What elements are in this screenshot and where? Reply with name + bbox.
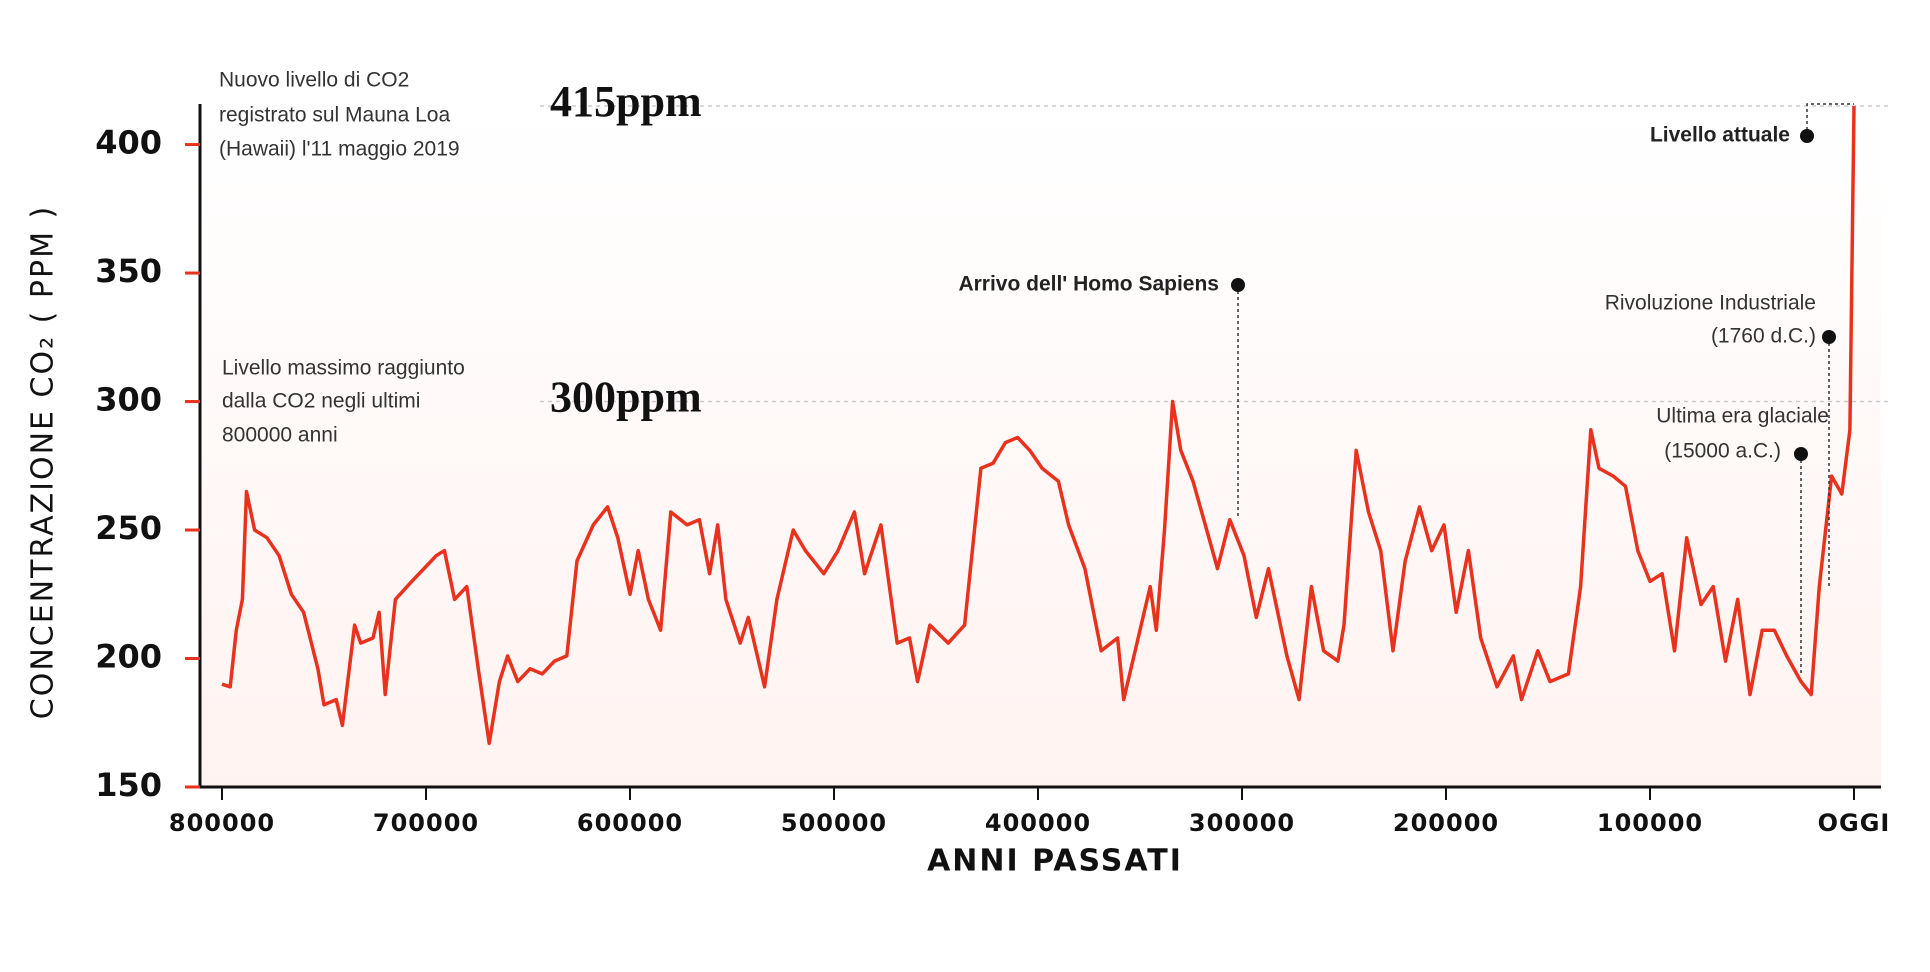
y-tick-label: 400 bbox=[95, 124, 162, 162]
annotation: Livello massimo raggiunto bbox=[222, 357, 465, 380]
annotation: registrato sul Mauna Loa bbox=[219, 104, 450, 127]
y-tick-label: 250 bbox=[95, 509, 162, 547]
x-tick-label: 600000 bbox=[577, 809, 683, 837]
y-tick-label: 300 bbox=[95, 381, 162, 419]
annotation: (Hawaii) l'11 maggio 2019 bbox=[219, 138, 460, 161]
annotation: Rivoluzione Industriale bbox=[1605, 292, 1816, 315]
annotation: Ultima era glaciale bbox=[1656, 405, 1829, 428]
x-tick-label: 400000 bbox=[985, 809, 1091, 837]
annotation: Livello attuale bbox=[1650, 124, 1790, 147]
annotation: Nuovo livello di CO2 bbox=[219, 69, 409, 92]
x-tick-label: 800000 bbox=[169, 809, 275, 837]
annotation-dot bbox=[1794, 447, 1808, 461]
x-axis-label: ANNI PASSATI bbox=[927, 844, 1183, 879]
annotation: (15000 a.C.) bbox=[1664, 440, 1781, 463]
annotation-dot bbox=[1800, 129, 1814, 143]
x-tick-label: OGGI bbox=[1818, 809, 1891, 837]
y-tick-label: 150 bbox=[95, 766, 162, 804]
annotation: dalla CO2 negli ultimi bbox=[222, 390, 420, 413]
y-axis-label: CONCENTRAZIONE CO₂ ( PPM ) bbox=[26, 205, 61, 719]
data-line bbox=[221, 105, 1856, 746]
x-tick-label: 300000 bbox=[1189, 809, 1295, 837]
leader-line bbox=[1806, 103, 1854, 136]
x-tick-label: 200000 bbox=[1393, 809, 1499, 837]
x-tick-label: 100000 bbox=[1597, 809, 1703, 837]
annotation: 800000 anni bbox=[222, 424, 338, 447]
x-tick-label: 500000 bbox=[781, 809, 887, 837]
annotation: (1760 d.C.) bbox=[1711, 325, 1816, 348]
reference-label: 415ppm bbox=[550, 77, 702, 126]
y-tick-label: 200 bbox=[95, 638, 162, 676]
y-tick-label: 350 bbox=[95, 252, 162, 290]
annotation-dot bbox=[1822, 330, 1836, 344]
reference-label: 300ppm bbox=[550, 373, 702, 422]
plot-background bbox=[200, 104, 1881, 787]
annotation-dot bbox=[1231, 278, 1245, 292]
annotation: Arrivo dell' Homo Sapiens bbox=[958, 273, 1219, 296]
x-tick-label: 700000 bbox=[373, 809, 479, 837]
